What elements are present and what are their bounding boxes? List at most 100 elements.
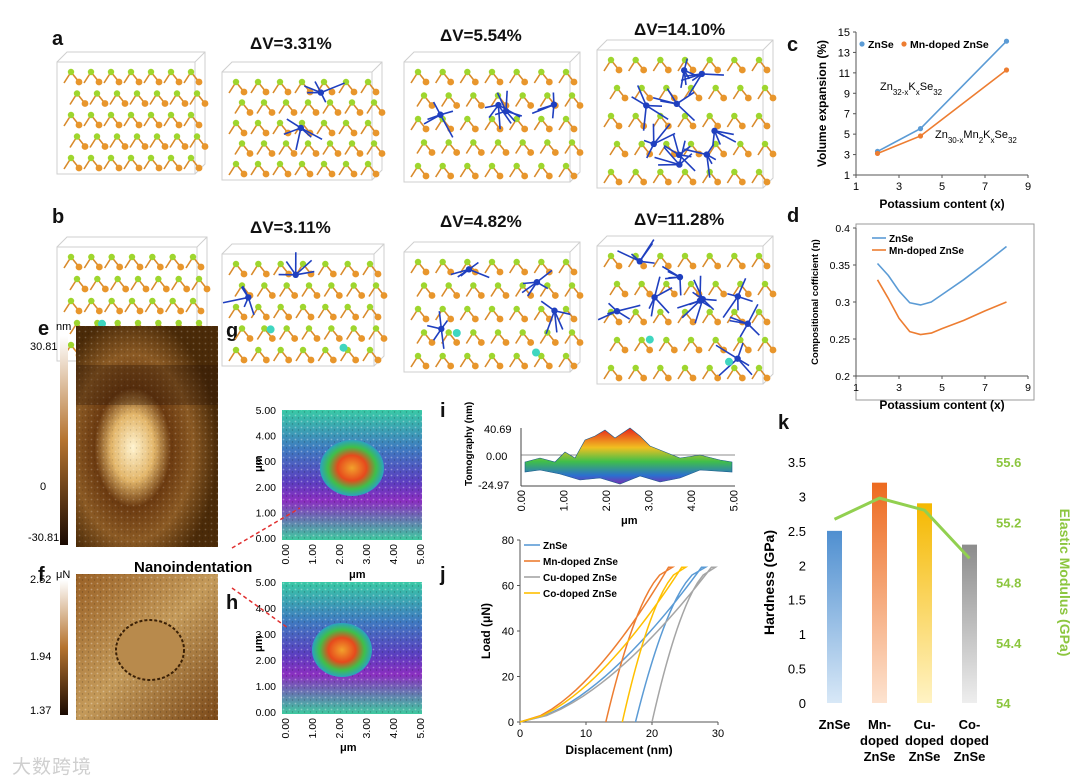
load-curve-3 bbox=[519, 566, 718, 723]
particle-h bbox=[312, 623, 372, 677]
k-left-tick: 0.5 bbox=[788, 662, 806, 677]
x-tick-label: 5 bbox=[939, 181, 945, 193]
y-tick-label: 9 bbox=[844, 88, 850, 100]
k-category-label: doped bbox=[905, 733, 944, 748]
tomo-xtick: 0.00 bbox=[516, 490, 528, 511]
y-tick-label: 11 bbox=[839, 68, 850, 80]
scale-e-max: 30.81 bbox=[30, 341, 58, 353]
tomo-xtick: 2.00 bbox=[601, 490, 613, 511]
dv-a-2: ΔV=5.54% bbox=[440, 26, 522, 45]
k-category-label: ZnSe bbox=[864, 749, 896, 764]
legend-marker bbox=[859, 41, 865, 47]
tomo-xtick: 5.00 bbox=[729, 490, 741, 511]
crystal-structures bbox=[56, 39, 777, 385]
dv-a-3: ΔV=14.10% bbox=[634, 20, 726, 39]
chart-k-hardness-modulus: 0 0.5 1 1.5 2 2.5 3 3.5 54 54.4 54.8 55.2 55.6 Hardne… bbox=[761, 455, 1073, 764]
panel-label-c: c bbox=[787, 34, 799, 56]
tomo-xtick: 1.00 bbox=[559, 490, 571, 511]
y-tick-label: 13 bbox=[838, 47, 850, 59]
panel-label-h: h bbox=[226, 592, 239, 614]
y-tick-label: 0.25 bbox=[830, 334, 851, 346]
g-xtick: 0.00 bbox=[280, 544, 292, 565]
x-tick-label: 9 bbox=[1025, 382, 1031, 394]
x-tick-label: 10 bbox=[580, 728, 592, 740]
panel-label-d: d bbox=[787, 205, 800, 227]
y-tick-label: 15 bbox=[838, 27, 850, 39]
g-ytick: 4.00 bbox=[256, 431, 277, 443]
k-right-tick: 55.2 bbox=[996, 515, 1021, 530]
k-right-tick: 55.6 bbox=[996, 455, 1021, 470]
x-tick-label: 3 bbox=[896, 181, 902, 193]
k-category-label: doped bbox=[860, 733, 899, 748]
y-tick-label: 0.35 bbox=[830, 260, 851, 272]
load-curve-2 bbox=[519, 566, 676, 723]
scale-f-mid: 1.94 bbox=[30, 651, 51, 663]
unit-f: μN bbox=[56, 569, 70, 581]
dv-b-2: ΔV=4.82% bbox=[440, 212, 522, 231]
annotation-mn-znse: Zn30-xMn2KxSe32 bbox=[935, 129, 1017, 145]
crystal-structure-2 bbox=[221, 61, 386, 181]
unit-e: nm bbox=[56, 321, 71, 333]
indent-spot-f bbox=[115, 619, 185, 681]
h-ytick: 3.00 bbox=[256, 629, 277, 641]
k-right-tick: 54.4 bbox=[996, 636, 1022, 651]
h-xtick: 1.00 bbox=[307, 718, 319, 739]
g-ytick: 3.00 bbox=[256, 456, 277, 468]
h-xtick: 4.00 bbox=[388, 718, 400, 739]
afm-3d-map-h: μm μm 5.00 4.00 3.00 2.00 1.00 0.000.00 1.00 2.… bbox=[253, 577, 427, 754]
tomo-ytick-zero: 0.00 bbox=[486, 451, 507, 463]
panel-label-b: b bbox=[52, 206, 65, 228]
panel-label-f: f bbox=[38, 564, 45, 586]
g-xtick: 5.00 bbox=[415, 544, 427, 565]
legend-label: ZnSe bbox=[889, 234, 914, 245]
k-left-tick: 1.5 bbox=[788, 593, 806, 608]
y-tick-label: 60 bbox=[502, 581, 514, 593]
x-tick-label: 3 bbox=[896, 382, 902, 394]
k-category-label: ZnSe bbox=[909, 749, 941, 764]
g-ytick: 5.00 bbox=[256, 405, 277, 417]
h-xtick: 5.00 bbox=[415, 718, 427, 739]
panel-label-j: j bbox=[440, 564, 446, 586]
k-category-label: doped bbox=[950, 733, 989, 748]
scale-e-mid: 0 bbox=[40, 481, 46, 493]
tomo-xtick: 4.00 bbox=[686, 490, 698, 511]
tomo-ytick-min: -24.97 bbox=[478, 480, 509, 492]
h-ytick: 0.00 bbox=[256, 707, 277, 719]
g-xtick: 2.00 bbox=[334, 544, 346, 565]
modulus-line bbox=[833, 496, 971, 560]
legend-label: ZnSe bbox=[543, 541, 568, 552]
k-left-tick: 1 bbox=[799, 627, 806, 642]
load-curve-1 bbox=[519, 566, 709, 723]
chart-d-compositional-coefficient: 1 3 5 7 9 0.2 0.25 0.3 0.35 0.4 Potassium content … bbox=[810, 223, 1035, 412]
tomo-ylabel: Tomography (nm) bbox=[464, 402, 475, 486]
data-point bbox=[1003, 38, 1010, 44]
g-xlabel: μm bbox=[349, 569, 366, 581]
panel-label-e: e bbox=[38, 318, 50, 340]
h-ytick: 5.00 bbox=[256, 577, 277, 589]
k-left-tick: 0 bbox=[799, 696, 806, 711]
scale-f-max: 2.52 bbox=[30, 574, 51, 586]
y-tick-label: 1 bbox=[844, 170, 850, 182]
bar-4 bbox=[962, 544, 977, 703]
x-tick-label: 7 bbox=[982, 382, 988, 394]
g-ylabel: μm bbox=[253, 455, 265, 472]
k-left-tick: 3 bbox=[799, 489, 806, 504]
bar-2 bbox=[872, 482, 887, 703]
x-tick-label: 30 bbox=[712, 728, 724, 740]
afm-3d-map-g: μm μm 5.00 4.00 3.00 2.00 1.00 0.000.00 1.00 2.… bbox=[253, 405, 427, 581]
g-xtick: 3.00 bbox=[361, 544, 373, 565]
nanoindentation-callout: Nanoindentation bbox=[134, 507, 301, 629]
g-xtick: 4.00 bbox=[388, 544, 400, 565]
dv-b-1: ΔV=3.11% bbox=[250, 218, 331, 237]
g-xtick: 1.00 bbox=[307, 544, 319, 565]
dv-a-1: ΔV=3.31% bbox=[250, 34, 332, 53]
g-ytick: 1.00 bbox=[256, 507, 277, 519]
panel-label-i: i bbox=[440, 400, 446, 422]
dv-b-3: ΔV=11.28% bbox=[634, 210, 725, 229]
legend-label: Mn-doped ZnSe bbox=[910, 39, 989, 51]
y-tick-label: 0 bbox=[508, 717, 514, 729]
k-category-label: Mn- bbox=[868, 717, 891, 732]
